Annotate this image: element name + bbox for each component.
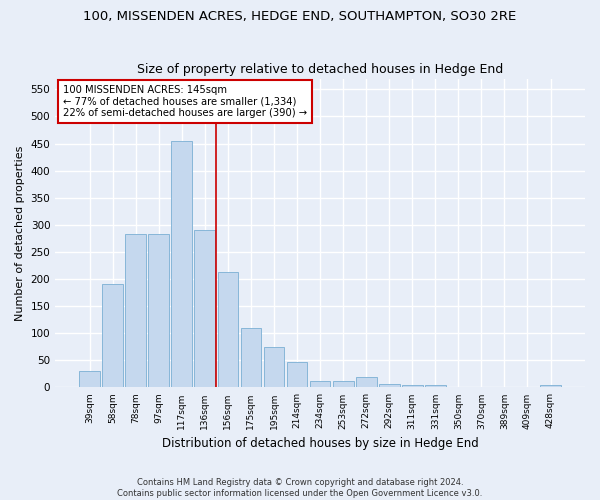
Bar: [379, 384, 400, 388]
Bar: [402, 384, 422, 388]
Text: Contains HM Land Registry data © Crown copyright and database right 2024.
Contai: Contains HM Land Registry data © Crown c…: [118, 478, 482, 498]
Title: Size of property relative to detached houses in Hedge End: Size of property relative to detached ho…: [137, 63, 503, 76]
Y-axis label: Number of detached properties: Number of detached properties: [15, 146, 25, 320]
Bar: [287, 362, 307, 388]
Text: 100, MISSENDEN ACRES, HEDGE END, SOUTHAMPTON, SO30 2RE: 100, MISSENDEN ACRES, HEDGE END, SOUTHAM…: [83, 10, 517, 23]
Bar: [194, 230, 215, 388]
Text: 100 MISSENDEN ACRES: 145sqm
← 77% of detached houses are smaller (1,334)
22% of : 100 MISSENDEN ACRES: 145sqm ← 77% of det…: [63, 84, 307, 118]
Bar: [172, 141, 192, 388]
Bar: [356, 376, 377, 388]
Bar: [102, 284, 123, 388]
Bar: [310, 381, 331, 388]
Bar: [241, 328, 262, 388]
Bar: [79, 371, 100, 388]
Bar: [425, 384, 446, 388]
X-axis label: Distribution of detached houses by size in Hedge End: Distribution of detached houses by size …: [162, 437, 478, 450]
Bar: [125, 234, 146, 388]
Bar: [263, 347, 284, 388]
Bar: [333, 381, 353, 388]
Bar: [148, 234, 169, 388]
Bar: [540, 384, 561, 388]
Bar: [218, 272, 238, 388]
